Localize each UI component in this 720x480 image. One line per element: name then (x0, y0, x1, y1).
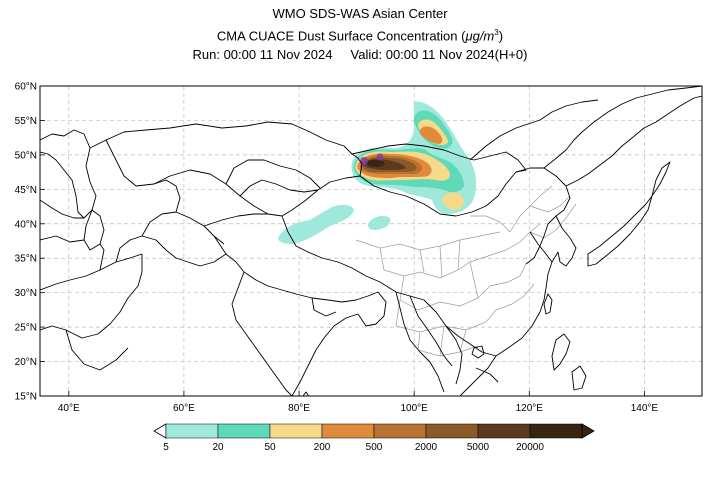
colorbar-cell-5 (425, 423, 479, 439)
dust-source-marker-a (360, 157, 368, 165)
run-valid-line: Run: 00:00 11 Nov 2024 Valid: 00:00 11 N… (0, 45, 720, 64)
map-frame (39, 85, 703, 397)
colorbar-cells (165, 423, 583, 439)
colorbar-label-2: 50 (264, 442, 276, 453)
dust-plume-core-20000 (366, 159, 385, 167)
colorbar: 5 20 50 200 500 2000 5000 20000 (153, 423, 595, 453)
colorbar-label-6: 5000 (467, 442, 490, 453)
lon-tick-label-1: 60°E (173, 403, 195, 414)
dust-plume-north-200 (419, 126, 443, 144)
map-background (40, 86, 702, 396)
colorbar-label-3: 200 (314, 442, 331, 453)
lat-tick-label-1: 20°N (15, 357, 37, 368)
map-title: WMO SDS-WAS Asian Center (272, 6, 448, 21)
lon-tick-label-2: 80°E (288, 403, 310, 414)
colorbar-left-arrow (153, 423, 167, 439)
dust-plume-small (367, 216, 391, 230)
valid-label: Valid: 00:00 11 Nov 2024(H+0) (350, 47, 528, 63)
colorbar-label-5: 2000 (415, 442, 438, 453)
lon-tick-label-5: 140°E (631, 403, 659, 414)
colorbar-cell-1 (217, 423, 271, 439)
dust-layer (278, 101, 477, 244)
map-subtitle: CMA CUACE Dust Surface Concentration (μg… (216, 28, 504, 44)
lat-tick-label-7: 50°N (15, 150, 37, 161)
map-body (40, 86, 702, 396)
colorbar-label-1: 20 (212, 442, 224, 453)
colorbar-cell-0 (165, 423, 219, 439)
lat-tick-label-5: 40°N (15, 219, 37, 230)
lat-tick-label-3: 30°N (15, 288, 37, 299)
colorbar-cell-2 (269, 423, 323, 439)
lon-tick-label-4: 120°E (516, 403, 544, 414)
colorbar-label-4: 500 (366, 442, 383, 453)
lat-tick-label-6: 45°N (15, 185, 37, 196)
colorbar-label-7: 20000 (516, 442, 544, 453)
lat-tick-label-2: 25°N (15, 323, 37, 334)
colorbar-cell-7 (529, 423, 583, 439)
colorbar-right-arrow (581, 423, 595, 439)
lat-tick-label-0: 15°N (15, 392, 37, 403)
colorbar-labels: 5 20 50 200 500 2000 5000 20000 (163, 442, 544, 453)
run-label: Run: 00:00 11 Nov 2024 (192, 47, 333, 63)
longitude-tick-labels: 40°E 60°E 80°E 100°E 120°E 140°E (58, 391, 659, 414)
lat-tick-label-4: 35°N (15, 254, 37, 265)
dust-source-marker-b (376, 153, 384, 161)
lon-tick-label-3: 100°E (400, 403, 428, 414)
province-boundaries (355, 185, 577, 357)
latitude-tick-labels: 15°N 20°N 25°N 30°N 35°N 40°N 45°N 50°N 55°N 60°N (15, 82, 45, 403)
title-block: WMO SDS-WAS Asian Center CMA CUACE Dust … (0, 4, 720, 64)
lon-tick-label-0: 40°E (58, 403, 80, 414)
dust-plume-west (278, 204, 354, 244)
colorbar-label-0: 5 (163, 442, 169, 453)
lat-tick-label-8: 55°N (15, 116, 37, 127)
colorbar-cell-4 (373, 423, 427, 439)
colorbar-cell-6 (477, 423, 531, 439)
dust-plume-east-50 (442, 192, 464, 210)
country-borders (40, 86, 702, 396)
lat-tick-label-9: 60°N (15, 82, 37, 93)
colorbar-cell-3 (321, 423, 375, 439)
